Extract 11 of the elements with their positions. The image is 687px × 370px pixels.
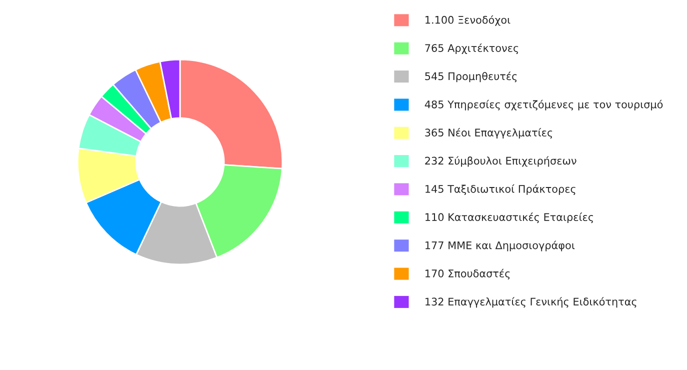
legend-label: 145 Ταξιδιωτικοί Πράκτορες (426, 184, 576, 195)
legend-label: 545 Προμηθευτές (425, 72, 517, 82)
legend-label: 765 Αρχιτέκτονες (425, 43, 518, 54)
legend-label: 485 Υπηρεσίες σχετιζόμενες με τον τουρισμό (424, 100, 663, 110)
legend-label: 1.100 Ξενοδόχοι (426, 15, 510, 26)
legend-label: 232 Σύμβουλοι Επιχειρήσεων (425, 156, 576, 167)
legend-label: 110 Κατασκευαστικές Εταιρείες (426, 212, 593, 224)
legend-label: 365 Νέοι Επαγγελματίες (425, 128, 552, 139)
legend-label: 170 Σπουδαστές (426, 268, 510, 280)
legend-label: 177 ΜΜΕ και Δημοσιογράφοι (426, 240, 575, 252)
legend-label: 132 Επαγγελματίες Γενικής Ειδικότητας (426, 297, 636, 308)
